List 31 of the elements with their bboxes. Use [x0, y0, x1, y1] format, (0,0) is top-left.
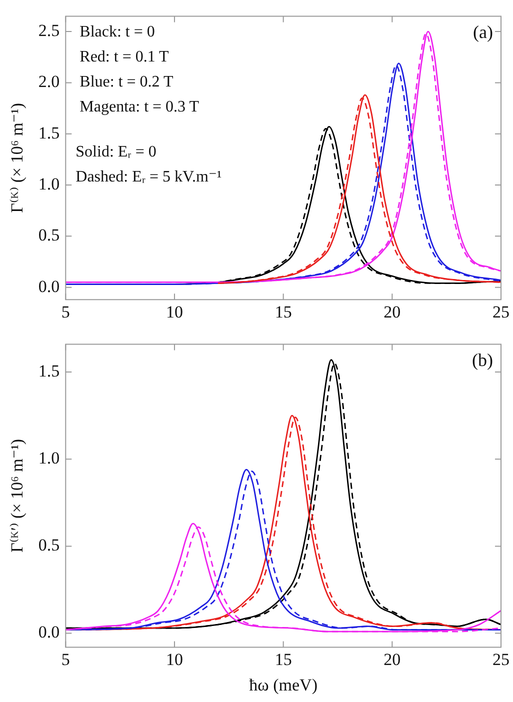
annotation: Magenta: t = 0.3 T — [80, 98, 200, 116]
x-tick-label: 5 — [61, 302, 70, 322]
y-tick-label: 2.5 — [38, 21, 60, 40]
annotation: Blue: t = 0.2 T — [80, 73, 174, 90]
x-tick-label: 10 — [166, 650, 183, 669]
x-tick-label: 15 — [274, 650, 292, 669]
y-tick-label: 2.0 — [38, 72, 60, 92]
x-tick-label: 20 — [384, 650, 401, 669]
y-tick-label: 0.0 — [38, 276, 60, 296]
y-tick-label: 1.5 — [38, 362, 60, 381]
x-tick-label: 10 — [166, 302, 183, 322]
x-tick-label: 15 — [274, 302, 292, 322]
annotation: Solid: Eᵣ = 0 — [76, 143, 156, 160]
y-tick-label: 0.5 — [38, 226, 60, 245]
annotation: (a) — [473, 22, 493, 42]
y-tick-label: 1.0 — [38, 174, 60, 194]
annotation: Dashed: Eᵣ = 5 kV.m⁻¹ — [76, 168, 222, 186]
y-tick-label: 0.0 — [38, 622, 60, 642]
annotation: Black: t = 0 — [80, 23, 155, 40]
x-tick-label: 25 — [492, 650, 510, 669]
y-axis-title: Γ⁽ᴷ⁾ (× 10⁶ m⁻¹) — [8, 102, 27, 213]
y-axis-title: Γ⁽ᴷ′⁾ (× 10⁶ m⁻¹) — [8, 438, 27, 552]
x-axis-title: ħω (meV) — [249, 675, 318, 694]
annotation: Red: t = 0.1 T — [80, 48, 170, 66]
y-tick-label: 1.0 — [38, 448, 60, 468]
x-tick-label: 5 — [61, 650, 70, 669]
y-tick-label: 1.5 — [38, 123, 60, 142]
y-tick-label: 0.5 — [38, 536, 60, 555]
annotation: (b) — [472, 350, 493, 370]
x-tick-label: 20 — [384, 302, 401, 322]
x-tick-label: 25 — [492, 302, 510, 322]
